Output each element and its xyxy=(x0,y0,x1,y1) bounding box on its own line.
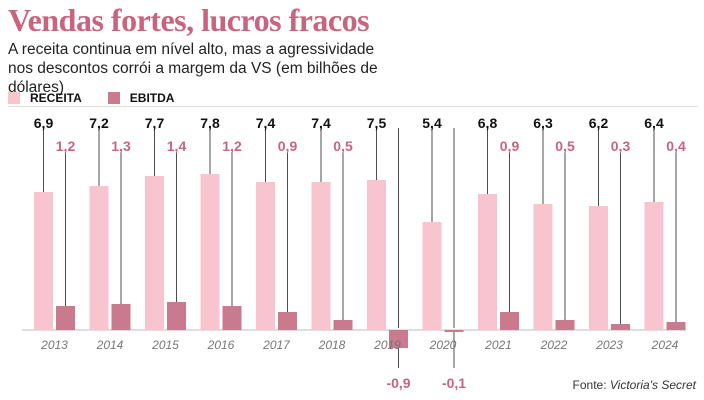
x-tick-label-2024: 2024 xyxy=(651,338,679,352)
ebitda-value-label-2023: 0,3 xyxy=(611,138,631,154)
ebitda-bar-2022 xyxy=(555,320,575,330)
legend-label-ebitda: EBITDA xyxy=(129,91,175,105)
receita-bar-2017 xyxy=(256,182,275,330)
ebitda-bar-2023 xyxy=(611,324,630,330)
receita-bar-2015 xyxy=(145,176,164,330)
x-tick-label-2014: 2014 xyxy=(96,338,124,352)
source-note: Fonte: Victoria's Secret xyxy=(573,378,696,392)
x-tick-label-2015: 2015 xyxy=(151,338,179,352)
receita-bar-2016 xyxy=(200,174,220,330)
ebitda-value-label-2022: 0,5 xyxy=(555,138,575,154)
receita-value-label-2014: 7,2 xyxy=(89,115,109,131)
receita-value-label-2013: 6,9 xyxy=(34,115,54,131)
ebitda-value-label-2016: 1,2 xyxy=(222,138,242,154)
chart-title: Vendas fortes, lucros fracos xyxy=(8,2,370,38)
receita-value-label-2016: 7,8 xyxy=(200,115,220,131)
x-tick-label-2020: 2020 xyxy=(429,338,457,352)
legend-swatch-receita xyxy=(8,92,20,104)
receita-bar-2019 xyxy=(367,180,386,330)
legend-item-ebitda: EBITDA xyxy=(107,91,175,105)
ebitda-value-label-2020: -0,1 xyxy=(442,375,466,391)
ebitda-value-label-2018: 0,5 xyxy=(333,138,353,154)
x-tick-label-2019: 2019 xyxy=(373,338,401,352)
legend-divider xyxy=(8,106,698,107)
receita-value-label-2020: 5,4 xyxy=(422,115,442,131)
source-name: Victoria's Secret xyxy=(609,378,696,392)
ebitda-bar-2014 xyxy=(111,304,131,330)
receita-bar-2013 xyxy=(34,192,53,330)
legend: RECEITA EBITDA xyxy=(8,91,174,105)
ebitda-bar-2013 xyxy=(56,306,75,330)
ebitda-value-label-2019: -0,9 xyxy=(386,375,410,391)
x-tick-label-2018: 2018 xyxy=(318,338,346,352)
source-prefix: Fonte: xyxy=(572,378,610,392)
receita-value-label-2015: 7,7 xyxy=(145,115,165,131)
chart-subtitle: A receita continua em nível alto, mas a … xyxy=(8,41,378,96)
receita-value-label-2018: 7,4 xyxy=(311,115,331,131)
ebitda-bar-2018 xyxy=(333,320,353,330)
x-tick-label-2016: 2016 xyxy=(207,338,235,352)
receita-bar-2014 xyxy=(89,186,109,330)
receita-value-label-2023: 6,2 xyxy=(589,115,609,131)
ebitda-bar-2021 xyxy=(500,312,519,330)
receita-bar-2022 xyxy=(533,204,553,330)
ebitda-bar-2024 xyxy=(666,322,686,330)
ebitda-value-label-2014: 1,3 xyxy=(111,138,131,154)
legend-swatch-ebitda xyxy=(107,92,120,104)
receita-bar-2021 xyxy=(478,194,497,330)
x-tick-label-2021: 2021 xyxy=(484,338,512,352)
ebitda-value-label-2013: 1,2 xyxy=(56,138,76,154)
ebitda-bar-2017 xyxy=(278,312,297,330)
ebitda-bar-2019 xyxy=(389,330,408,348)
receita-bar-2023 xyxy=(589,206,608,330)
receita-value-label-2017: 7,4 xyxy=(256,115,276,131)
x-tick-label-2017: 2017 xyxy=(262,338,291,352)
ebitda-bar-2016 xyxy=(222,306,242,330)
receita-value-label-2022: 6,3 xyxy=(533,115,553,131)
receita-bar-2020 xyxy=(422,222,442,330)
legend-item-receita: RECEITA xyxy=(8,91,82,105)
ebitda-bar-2020 xyxy=(444,330,464,332)
ebitda-bar-2015 xyxy=(167,302,186,330)
x-tick-label-2013: 2013 xyxy=(40,338,68,352)
x-tick-label-2022: 2022 xyxy=(540,338,568,352)
receita-bar-2024 xyxy=(644,202,664,330)
receita-value-label-2021: 6,8 xyxy=(478,115,498,131)
legend-label-receita: RECEITA xyxy=(30,91,82,105)
receita-bar-2018 xyxy=(311,182,331,330)
x-tick-label-2023: 2023 xyxy=(595,338,623,352)
receita-value-label-2019: 7,5 xyxy=(367,115,387,131)
receita-value-label-2024: 6,4 xyxy=(644,115,664,131)
ebitda-value-label-2021: 0,9 xyxy=(500,138,520,154)
ebitda-value-label-2017: 0,9 xyxy=(278,138,298,154)
ebitda-value-label-2024: 0,4 xyxy=(666,138,686,154)
ebitda-value-label-2015: 1,4 xyxy=(167,138,187,154)
